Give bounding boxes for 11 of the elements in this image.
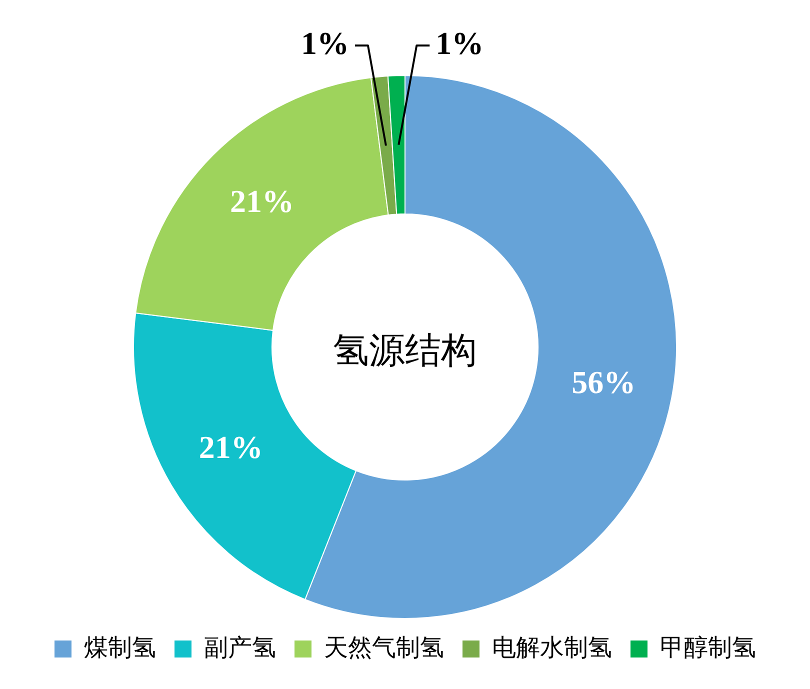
legend-label: 煤制氢 (84, 635, 156, 662)
data-label: 1% (436, 24, 484, 61)
data-label: 21% (198, 429, 263, 466)
text: 氢源结构 (333, 330, 477, 370)
legend-label: 副产氢 (204, 634, 276, 662)
legend-label: 电解水制氢 (492, 635, 612, 662)
data-label: 56% (572, 364, 636, 400)
legend-label: 甲醇制氢 (660, 634, 756, 662)
data-label: 21% (230, 183, 294, 220)
legend-label: 天然气制氢 (324, 635, 444, 662)
data-label: 1% (300, 24, 349, 61)
